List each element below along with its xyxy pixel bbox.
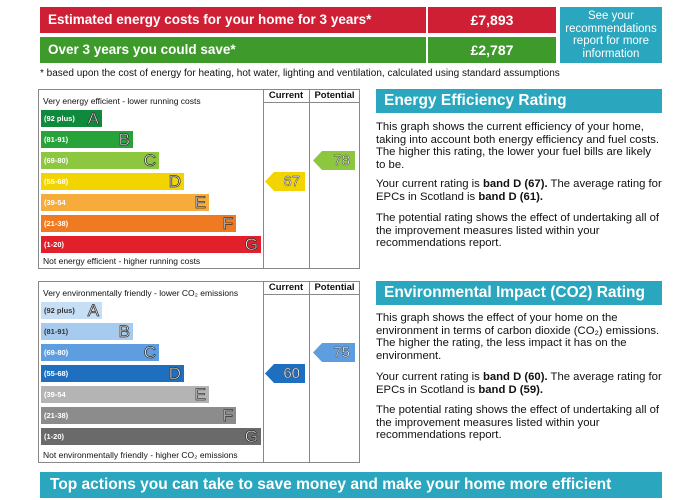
current-column-header: Current xyxy=(268,90,304,101)
potential-rating-value: 75 xyxy=(333,344,350,362)
band-letter: A xyxy=(87,301,99,320)
band-g: (1-20) G xyxy=(41,428,261,445)
eir-paragraph-3: The potential rating shows the effect of… xyxy=(376,404,660,441)
band-range-label: (1-20) xyxy=(44,240,65,249)
cost-footnote: * based upon the cost of energy for heat… xyxy=(40,68,560,79)
band-a: (92 plus) A xyxy=(41,110,102,127)
band-c: (69-80) C xyxy=(41,344,159,361)
estimated-costs-value: £7,893 xyxy=(428,7,556,33)
band-letter: G xyxy=(244,235,258,254)
estimated-costs-label: Estimated energy costs for your home for… xyxy=(40,7,426,33)
band-letter: F xyxy=(222,214,233,233)
environmental-impact-heading: Environmental Impact (CO2) Rating xyxy=(376,281,662,305)
savings-row: Over 3 years you could save* £2,787 xyxy=(40,37,662,63)
band-b: (81-91) B xyxy=(41,323,133,340)
band-letter: C xyxy=(143,343,156,362)
energy-efficiency-heading: Energy Efficiency Rating xyxy=(376,89,662,113)
band-letter: E xyxy=(194,193,206,212)
see-recommendations-box[interactable]: See your recommendations report for more… xyxy=(560,7,662,63)
band-range-label: (21-38) xyxy=(44,411,69,420)
chart-bottom-label: Not environmentally friendly - higher CO… xyxy=(43,450,238,460)
band-letter: C xyxy=(143,151,156,170)
current-rating-value: 67 xyxy=(283,173,300,191)
eer-paragraph-1: This graph shows the current efficiency … xyxy=(376,121,660,171)
band-c: (69-80) C xyxy=(41,152,159,169)
band-letter: F xyxy=(222,406,233,425)
band-range-label: (21-38) xyxy=(44,219,69,228)
band-b: (81-91) B xyxy=(41,131,133,148)
band-letter: D xyxy=(168,364,181,383)
band-letter: B xyxy=(118,322,130,341)
current-column-header: Current xyxy=(268,282,304,293)
band-e: (39-54 E xyxy=(41,386,209,403)
potential-column-header: Potential xyxy=(314,282,355,293)
band-letter: E xyxy=(194,385,206,404)
band-range-label: (81-91) xyxy=(44,327,69,336)
band-g: (1-20) G xyxy=(41,236,261,253)
band-e: (39-54 E xyxy=(41,194,209,211)
potential-column-header: Potential xyxy=(314,90,355,101)
energy-efficiency-chart: Current Potential Very energy efficient … xyxy=(38,89,360,269)
band-range-label: (69-80) xyxy=(44,156,69,165)
eer-paragraph-3: The potential rating shows the effect of… xyxy=(376,212,660,249)
band-range-label: (92 plus) xyxy=(44,114,75,123)
current-rating-value: 60 xyxy=(283,365,300,383)
eer-paragraph-2: Your current rating is band D (67). The … xyxy=(376,178,662,203)
eir-paragraph-1: This graph shows the effect of your home… xyxy=(376,312,660,362)
band-range-label: (55-68) xyxy=(44,177,69,186)
band-range-label: (39-54 xyxy=(44,198,66,207)
savings-label: Over 3 years you could save* xyxy=(40,37,426,63)
band-range-label: (55-68) xyxy=(44,369,69,378)
eir-paragraph-2: Your current rating is band D (60). The … xyxy=(376,371,662,396)
band-letter: A xyxy=(87,109,99,128)
chart-bottom-label: Not energy efficient - higher running co… xyxy=(43,256,201,266)
band-d: (55-68) D xyxy=(41,173,184,190)
band-letter: B xyxy=(118,130,130,149)
top-actions-heading: Top actions you can take to save money a… xyxy=(40,472,662,498)
band-range-label: (39-54 xyxy=(44,390,66,399)
chart-top-label: Very energy efficient - lower running co… xyxy=(43,96,201,106)
band-range-label: (92 plus) xyxy=(44,306,75,315)
band-f: (21-38) F xyxy=(41,215,236,232)
current-rating-indicator: 60 xyxy=(265,364,305,383)
potential-rating-value: 78 xyxy=(333,152,350,170)
environmental-impact-chart: Current Potential Very environmentally f… xyxy=(38,281,360,463)
band-f: (21-38) F xyxy=(41,407,236,424)
band-letter: G xyxy=(244,427,258,446)
band-letter: D xyxy=(168,172,181,191)
band-range-label: (69-80) xyxy=(44,348,69,357)
band-a: (92 plus) A xyxy=(41,302,102,319)
band-range-label: (81-91) xyxy=(44,135,69,144)
potential-rating-indicator: 78 xyxy=(313,151,355,170)
current-rating-indicator: 67 xyxy=(265,172,305,191)
band-d: (55-68) D xyxy=(41,365,184,382)
band-range-label: (1-20) xyxy=(44,432,65,441)
savings-value: £2,787 xyxy=(428,37,556,63)
chart-top-label: Very environmentally friendly - lower CO… xyxy=(43,288,239,298)
estimated-costs-row: Estimated energy costs for your home for… xyxy=(40,7,662,33)
potential-rating-indicator: 75 xyxy=(313,343,355,362)
